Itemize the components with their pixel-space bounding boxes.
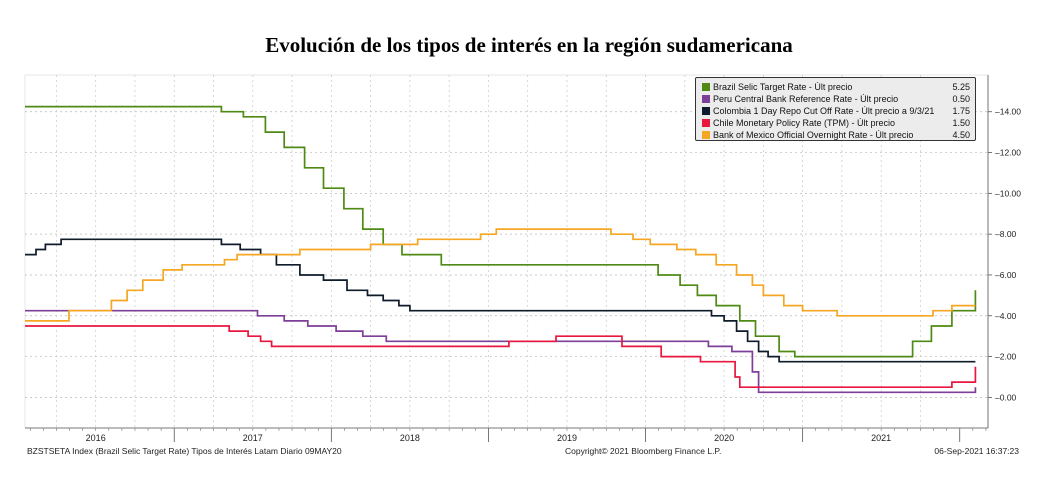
- legend-entry: Bank of Mexico Official Overnight Rate -…: [702, 129, 970, 141]
- x-tick-label: 2016: [86, 433, 106, 443]
- footer-timestamp: 06-Sep-2021 16:37:23: [934, 446, 1019, 456]
- legend-swatch: [702, 83, 710, 91]
- x-tick-label: 2018: [400, 433, 420, 443]
- series-line-4: [25, 228, 976, 322]
- axis-layer: –0.00 –2.00 –4.00 –6.00 –8.00 –10.00 –12.00 –14…: [25, 75, 1021, 443]
- y-tick-label: –14.00: [995, 107, 1021, 117]
- x-tick-label: 2019: [557, 433, 577, 443]
- y-tick-label: –2.00: [995, 352, 1017, 362]
- grid: [25, 75, 988, 428]
- legend-last-value: 4.50: [952, 130, 970, 140]
- series-line-3: [25, 325, 977, 389]
- x-tick-label: 2020: [714, 433, 734, 443]
- legend-entry: Chile Monetary Policy Rate (TPM) - Últ p…: [702, 117, 970, 129]
- legend-last-value: 5.25: [952, 82, 970, 92]
- legend-label: Colombia 1 Day Repo Cut Off Rate - Últ p…: [713, 106, 935, 116]
- y-tick-label: –10.00: [995, 188, 1021, 198]
- legend-swatch: [702, 95, 710, 103]
- footer-copyright: Copyright© 2021 Bloomberg Finance L.P.: [565, 446, 722, 456]
- legend-label: Peru Central Bank Reference Rate - Últ p…: [713, 94, 899, 104]
- legend-entry: Brazil Selic Target Rate - Últ precio 5.2…: [702, 81, 970, 93]
- y-tick-label: –12.00: [995, 148, 1021, 158]
- legend-label: Bank of Mexico Official Overnight Rate -…: [713, 130, 914, 140]
- legend-swatch: [702, 119, 710, 127]
- legend-swatch: [702, 107, 710, 115]
- y-tick-label: –8.00: [995, 229, 1017, 239]
- x-tick-label: 2021: [871, 433, 891, 443]
- legend-last-value: 1.75: [952, 106, 970, 116]
- legend-entry: Colombia 1 Day Repo Cut Off Rate - Últ p…: [702, 105, 970, 117]
- legend-label: Chile Monetary Policy Rate (TPM) - Últ p…: [713, 118, 896, 128]
- y-tick-label: –6.00: [995, 270, 1017, 280]
- legend-label: Brazil Selic Target Rate - Últ precio: [713, 82, 853, 92]
- footer-left: BZSTSETA Index (Brazil Selic Target Rate…: [27, 446, 342, 456]
- series-line-2: [25, 238, 976, 363]
- legend-last-value: 0.50: [952, 94, 970, 104]
- legend-swatch: [702, 131, 710, 139]
- chart-title: Evolución de los tipos de interés en la …: [265, 33, 793, 57]
- y-tick-label: –0.00: [995, 392, 1017, 402]
- series-line-0: [25, 105, 977, 358]
- legend: Brazil Selic Target Rate - Últ precio 5.2…: [695, 77, 976, 141]
- legend-last-value: 1.50: [952, 118, 970, 128]
- series-line-1: [25, 309, 977, 394]
- legend-entry: Peru Central Bank Reference Rate - Últ p…: [702, 93, 970, 105]
- x-tick-label: 2017: [243, 433, 263, 443]
- series-layer: [25, 105, 977, 394]
- y-tick-label: –4.00: [995, 311, 1017, 321]
